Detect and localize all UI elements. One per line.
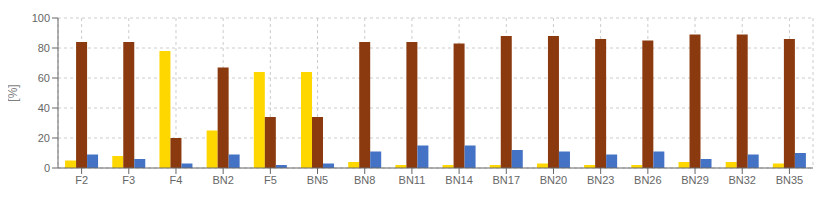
svg-text:F4: F4 <box>170 174 183 186</box>
svg-text:BN5: BN5 <box>307 174 328 186</box>
svg-text:BN17: BN17 <box>493 174 521 186</box>
svg-text:BN23: BN23 <box>587 174 615 186</box>
svg-text:BN32: BN32 <box>728 174 756 186</box>
svg-text:100: 100 <box>32 12 50 24</box>
svg-text:BN11: BN11 <box>399 174 426 186</box>
svg-text:BN20: BN20 <box>540 174 568 186</box>
svg-text:F5: F5 <box>264 174 277 186</box>
svg-text:BN26: BN26 <box>634 174 662 186</box>
svg-text:F2: F2 <box>75 174 88 186</box>
svg-text:BN2: BN2 <box>212 174 233 186</box>
svg-text:F3: F3 <box>122 174 135 186</box>
svg-text:BN8: BN8 <box>354 174 375 186</box>
svg-text:BN14: BN14 <box>445 174 473 186</box>
svg-text:20: 20 <box>38 132 50 144</box>
svg-text:0: 0 <box>44 162 50 174</box>
svg-text:80: 80 <box>38 42 50 54</box>
svg-text:[%]: [%] <box>8 84 20 101</box>
svg-text:40: 40 <box>38 102 50 114</box>
svg-text:BN35: BN35 <box>776 174 804 186</box>
svg-text:BN29: BN29 <box>681 174 709 186</box>
svg-text:60: 60 <box>38 72 50 84</box>
